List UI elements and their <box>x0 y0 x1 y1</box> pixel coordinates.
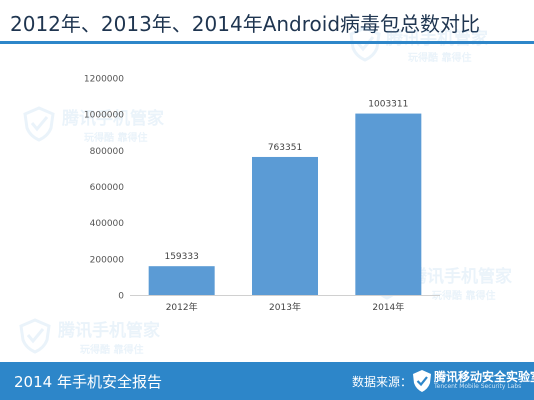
y-tick-label: 400000 <box>90 219 125 229</box>
bar <box>355 113 422 295</box>
source-name: 腾讯移动安全实验室 <box>434 370 534 384</box>
watermark-brand: 腾讯手机管家 <box>410 267 512 287</box>
page-title: 2012年、2013年、2014年Android病毒包总数对比 <box>10 12 481 36</box>
bar <box>148 266 215 295</box>
watermark-slogan: 玩得酷 靠得住 <box>408 53 472 64</box>
x-tick-label: 2013年 <box>269 301 301 313</box>
source-logo: 腾讯移动安全实验室 Tencent Mobile Security Labs <box>412 367 534 395</box>
watermark-brand: 腾讯手机管家 <box>62 109 164 129</box>
x-tick-label: 2014年 <box>372 301 404 313</box>
shield-check-icon <box>349 26 381 62</box>
y-tick-label: 800000 <box>90 147 125 157</box>
watermark-slogan: 玩得酷 靠得住 <box>432 291 496 302</box>
watermark-bottom-left: 腾讯手机管家 玩得酷 靠得住 <box>19 316 160 356</box>
y-tick-label: 200000 <box>90 255 125 265</box>
data-label: 763351 <box>268 143 302 153</box>
data-label: 1003311 <box>368 100 408 110</box>
y-tick-label: 0 <box>118 292 124 302</box>
header: 2012年、2013年、2014年Android病毒包总数对比 <box>0 0 534 42</box>
shield-check-icon <box>19 318 51 354</box>
y-tick-label: 1000000 <box>84 111 124 121</box>
y-tick-label: 1200000 <box>84 75 124 85</box>
data-label: 159333 <box>164 252 198 262</box>
watermark-slogan: 玩得酷 靠得住 <box>80 345 144 356</box>
x-tick-label: 2012年 <box>166 301 198 313</box>
report-title: 2014 年手机安全报告 <box>14 373 162 391</box>
watermark-middle-left: 腾讯手机管家 玩得酷 靠得住 <box>23 104 164 144</box>
bar-chart: 0 200000 400000 600000 800000 1000000 1200000 1… <box>84 75 440 313</box>
y-tick-label: 600000 <box>90 183 125 193</box>
shield-check-icon <box>23 106 55 142</box>
watermark-brand: 腾讯手机管家 <box>58 321 160 341</box>
source-label: 数据来源： <box>352 375 413 389</box>
header-divider <box>0 41 534 44</box>
source-name-en: Tencent Mobile Security Labs <box>434 383 522 390</box>
watermark-slogan: 玩得酷 靠得住 <box>84 133 148 144</box>
chart-area: 腾讯手机管家 玩得酷 靠得住 腾讯手机管家 玩得酷 靠得住 腾讯手机管家 玩得酷… <box>0 26 534 362</box>
watermark-top-right: 腾讯手机管家 玩得酷 靠得住 <box>349 24 488 64</box>
shield-check-icon <box>413 370 431 392</box>
footer: 2014 年手机安全报告 数据来源： 腾讯移动安全实验室 Tencent Mob… <box>0 362 534 400</box>
watermark-brand: 腾讯手机管家 <box>386 29 488 49</box>
bar <box>252 156 318 295</box>
